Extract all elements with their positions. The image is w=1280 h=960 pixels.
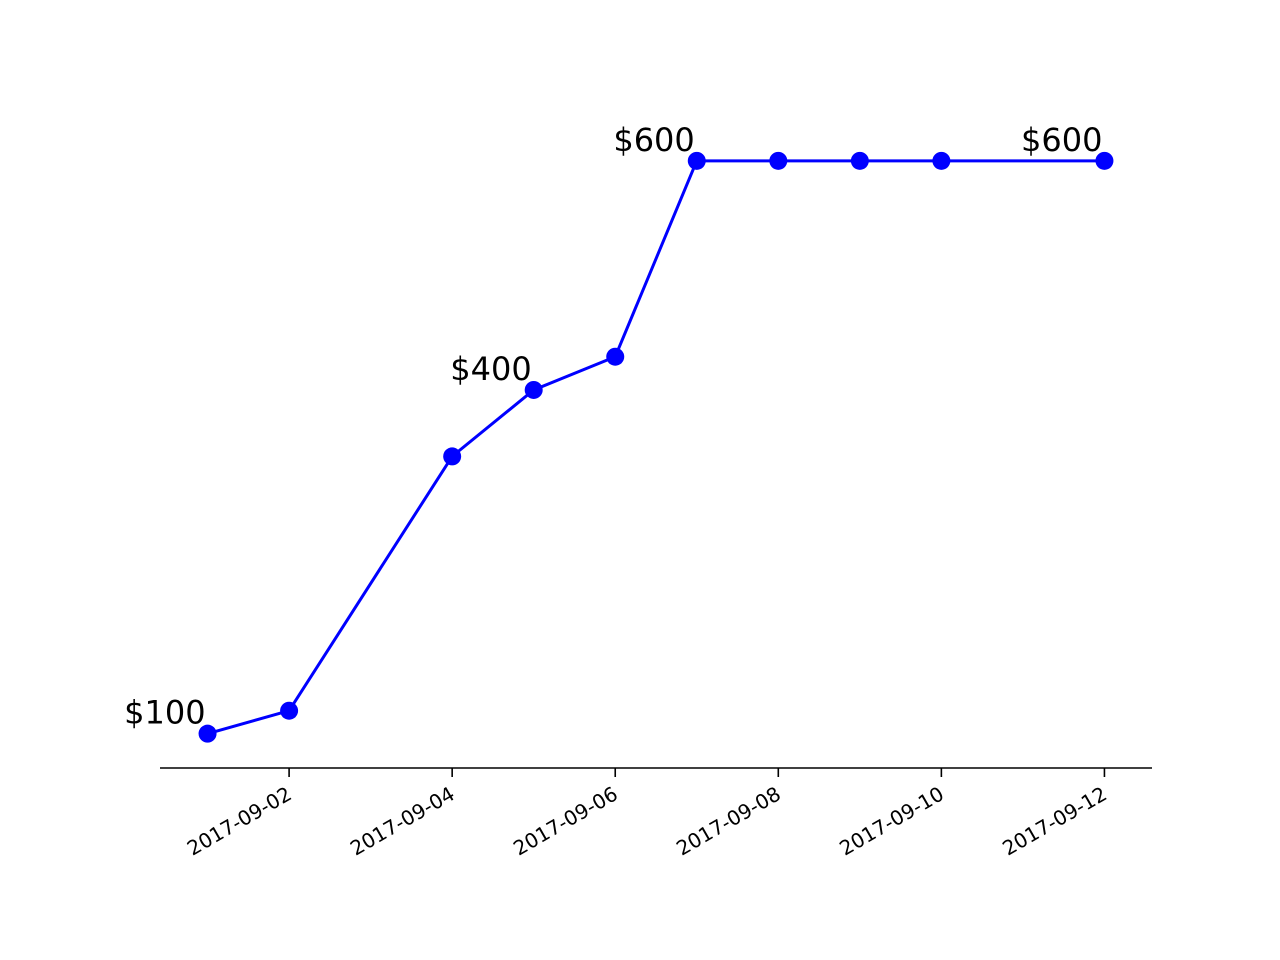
x-tick-label: 2017-09-06 bbox=[509, 782, 622, 861]
x-tick-label: 2017-09-02 bbox=[183, 782, 296, 861]
data-point bbox=[687, 151, 706, 170]
x-tick-label: 2017-09-12 bbox=[998, 782, 1111, 861]
data-point bbox=[606, 347, 625, 366]
data-point bbox=[769, 151, 788, 170]
x-tick-label: 2017-09-10 bbox=[835, 782, 948, 861]
series-line bbox=[207, 159, 1105, 736]
x-axis: 2017-09-02 2017-09-04 2017-09-06 2017-09-08… bbox=[160, 767, 1152, 861]
data-label: $400 bbox=[450, 350, 531, 388]
data-point bbox=[1095, 151, 1114, 170]
data-point bbox=[198, 724, 217, 743]
data-label: $600 bbox=[613, 121, 694, 159]
data-point bbox=[280, 701, 299, 720]
data-labels: $100 $400 $600 $600 bbox=[124, 121, 1102, 732]
x-tick-label: 2017-09-08 bbox=[672, 782, 785, 861]
x-tick-label: 2017-09-04 bbox=[346, 782, 459, 861]
data-point bbox=[932, 151, 951, 170]
data-point bbox=[443, 447, 462, 466]
series-line-group bbox=[207, 159, 1105, 736]
data-points bbox=[198, 151, 1114, 743]
data-label: $100 bbox=[124, 694, 205, 732]
data-point bbox=[850, 151, 869, 170]
data-point bbox=[524, 380, 543, 399]
data-label: $600 bbox=[1021, 121, 1102, 159]
